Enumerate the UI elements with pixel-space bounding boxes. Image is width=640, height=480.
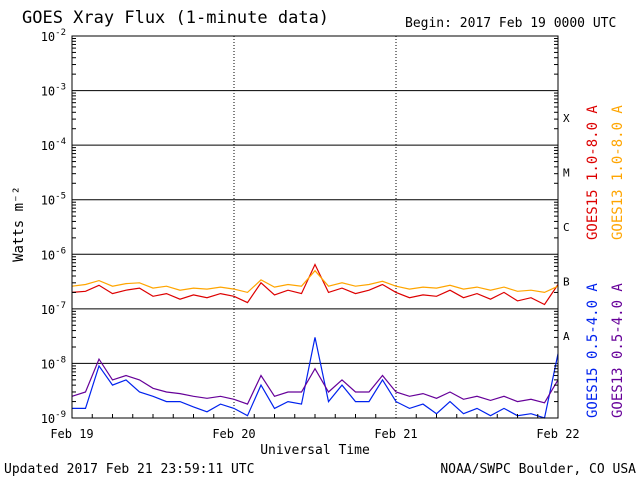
legend-goes13-short: GOES13 0.5-4.0 A xyxy=(610,283,626,418)
series-line-1 xyxy=(71,269,559,294)
x-tick-label-3: Feb 22 xyxy=(536,427,579,441)
plot-frame xyxy=(71,35,559,419)
flare-class-A: A xyxy=(563,330,570,343)
y-tick-label-4: 10-6 xyxy=(41,246,66,262)
y-tick-label-2: 10-4 xyxy=(41,137,66,153)
grid xyxy=(72,35,558,419)
flare-class-X: X xyxy=(563,112,570,125)
series-line-0 xyxy=(71,263,559,306)
updated-time: Updated 2017 Feb 21 23:59:11 UTC xyxy=(4,462,254,477)
y-axis-label: Watts m⁻² xyxy=(11,186,27,262)
legend-goes15-short: GOES15 0.5-4.0 A xyxy=(585,283,601,418)
flare-class-C: C xyxy=(563,221,570,234)
begin-time: Begin: 2017 Feb 19 0000 UTC xyxy=(405,16,616,31)
y-tick-label-0: 10-2 xyxy=(41,28,66,44)
y-tick-label-7: 10-9 xyxy=(41,410,66,426)
data-source: NOAA/SWPC Boulder, CO USA xyxy=(440,462,636,477)
legend-goes15-long: GOES15 1.0-8.0 A xyxy=(585,105,601,240)
x-axis-label: Universal Time xyxy=(260,443,370,458)
series-line-2 xyxy=(72,337,559,419)
series-line-3 xyxy=(71,357,559,405)
x-tick-label-1: Feb 20 xyxy=(212,427,255,441)
y-tick-label-1: 10-3 xyxy=(41,83,66,99)
y-tick-label-5: 10-7 xyxy=(41,301,66,317)
legend-goes13-long: GOES13 1.0-8.0 A xyxy=(610,105,626,240)
y-tick-label-6: 10-8 xyxy=(41,355,66,371)
data-series xyxy=(71,263,559,419)
x-tick-label-2: Feb 21 xyxy=(374,427,417,441)
x-tick-label-0: Feb 19 xyxy=(50,427,93,441)
flare-class-B: B xyxy=(563,276,570,289)
chart-title: GOES Xray Flux (1-minute data) xyxy=(22,8,329,28)
flare-class-M: M xyxy=(563,166,570,179)
y-tick-label-3: 10-5 xyxy=(41,192,66,208)
